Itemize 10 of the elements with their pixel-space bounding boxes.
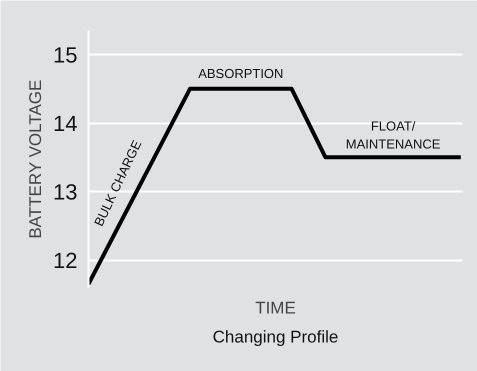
y-tick-label: 12 bbox=[53, 248, 78, 274]
annotation: ABSORPTION bbox=[198, 66, 284, 81]
text: Changing Profile bbox=[212, 328, 338, 346]
y-tick-label: 15 bbox=[53, 42, 78, 68]
annotation: FLOAT/ MAINTENANCE bbox=[346, 118, 441, 152]
x-axis-title: TIME bbox=[255, 298, 296, 318]
y-axis-title: BATTERY VOLTAGE bbox=[26, 80, 46, 239]
y-tick-label: 14 bbox=[53, 111, 78, 136]
y-tick-label: 13 bbox=[53, 180, 78, 205]
line-series bbox=[88, 86, 462, 286]
